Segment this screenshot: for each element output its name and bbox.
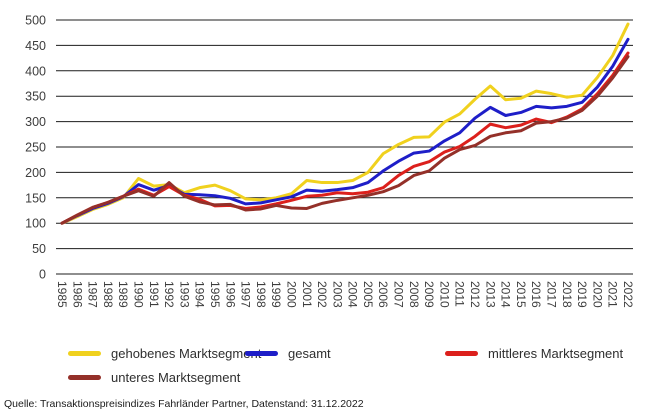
legend-swatch-gesamt-icon — [245, 351, 278, 356]
legend-item-gesamt: gesamt — [245, 346, 445, 361]
legend-swatch-gehobenes-icon — [68, 351, 101, 356]
x-tick-label: 2016 — [529, 281, 543, 308]
x-tick-label: 2013 — [483, 281, 497, 308]
x-tick-label: 2006 — [376, 281, 390, 308]
chart-legend: gehobenes Marktsegment gesamt mittleres … — [68, 346, 638, 385]
x-tick-label: 1999 — [269, 281, 283, 308]
x-tick-label: 1993 — [177, 281, 191, 308]
x-tick-label: 2005 — [361, 281, 375, 308]
y-tick-label: 0 — [39, 268, 46, 282]
x-tick-label: 1985 — [55, 281, 69, 308]
x-tick-label: 2009 — [422, 281, 436, 308]
line-chart: 0 50 100 150 200 250 300 350 400 450 500 1985 1986 19… — [25, 14, 635, 309]
x-tick-label: 2014 — [499, 281, 513, 308]
x-tick-label: 1994 — [193, 281, 207, 308]
x-tick-label: 2003 — [330, 281, 344, 308]
legend-item-unteres: unteres Marktsegment — [68, 370, 245, 385]
x-tick-label: 1989 — [116, 281, 130, 308]
y-tick-label: 250 — [25, 141, 46, 155]
y-tick-label: 100 — [25, 217, 46, 231]
legend-label-unteres: unteres Marktsegment — [111, 370, 241, 385]
x-tick-label: 2021 — [606, 281, 620, 308]
x-tick-label: 1997 — [239, 281, 253, 308]
y-tick-label: 400 — [25, 64, 46, 78]
x-tick-label: 1987 — [86, 281, 100, 308]
y-tick-label: 150 — [25, 191, 46, 205]
legend-label-gesamt: gesamt — [288, 346, 331, 361]
x-tick-label: 1988 — [101, 281, 115, 308]
legend-label-gehobenes: gehobenes Marktsegment — [111, 346, 262, 361]
legend-swatch-mittleres-icon — [445, 351, 478, 356]
source-note: Quelle: Transaktionspreisindizes Fahrlän… — [4, 398, 364, 410]
x-tick-label: 2018 — [560, 281, 574, 308]
x-tick-label: 1990 — [131, 281, 145, 308]
x-tick-label: 2002 — [315, 281, 329, 308]
x-tick-label: 2008 — [407, 281, 421, 308]
x-tick-label: 2022 — [621, 281, 635, 308]
x-tick-label: 2007 — [392, 281, 406, 308]
x-tick-label: 1992 — [162, 281, 176, 308]
x-tick-label: 2012 — [468, 281, 482, 308]
y-tick-label: 200 — [25, 166, 46, 180]
series-line-gehobenes-marktsegment — [60, 22, 630, 225]
x-tick-label: 2010 — [437, 281, 451, 308]
x-tick-label: 2017 — [545, 281, 559, 308]
y-tick-label: 300 — [25, 115, 46, 129]
legend-item-mittleres: mittleres Marktsegment — [445, 346, 638, 361]
y-tick-label: 350 — [25, 90, 46, 104]
x-tick-label: 2004 — [346, 281, 360, 308]
x-tick-label: 2001 — [300, 281, 314, 308]
x-tick-label: 2011 — [453, 281, 467, 307]
x-tick-label: 1998 — [254, 281, 268, 308]
x-tick-label: 2000 — [284, 281, 298, 308]
y-tick-label: 450 — [25, 39, 46, 53]
x-tick-label: 1991 — [147, 281, 161, 308]
x-tick-label: 1995 — [208, 281, 222, 308]
x-tick-label: 2019 — [575, 281, 589, 308]
legend-label-mittleres: mittleres Marktsegment — [488, 346, 624, 361]
series-line-gesamt — [60, 37, 630, 225]
x-tick-label: 2015 — [514, 281, 528, 308]
legend-swatch-unteres-icon — [68, 375, 101, 380]
x-tick-label: 1996 — [223, 281, 237, 308]
y-tick-label: 500 — [25, 14, 46, 28]
series-line-unteres-marktsegment — [60, 55, 630, 225]
legend-item-gehobenes: gehobenes Marktsegment — [68, 346, 261, 361]
x-tick-label: 2020 — [590, 281, 604, 308]
x-tick-label: 1986 — [70, 281, 84, 308]
y-tick-label: 50 — [32, 242, 46, 256]
